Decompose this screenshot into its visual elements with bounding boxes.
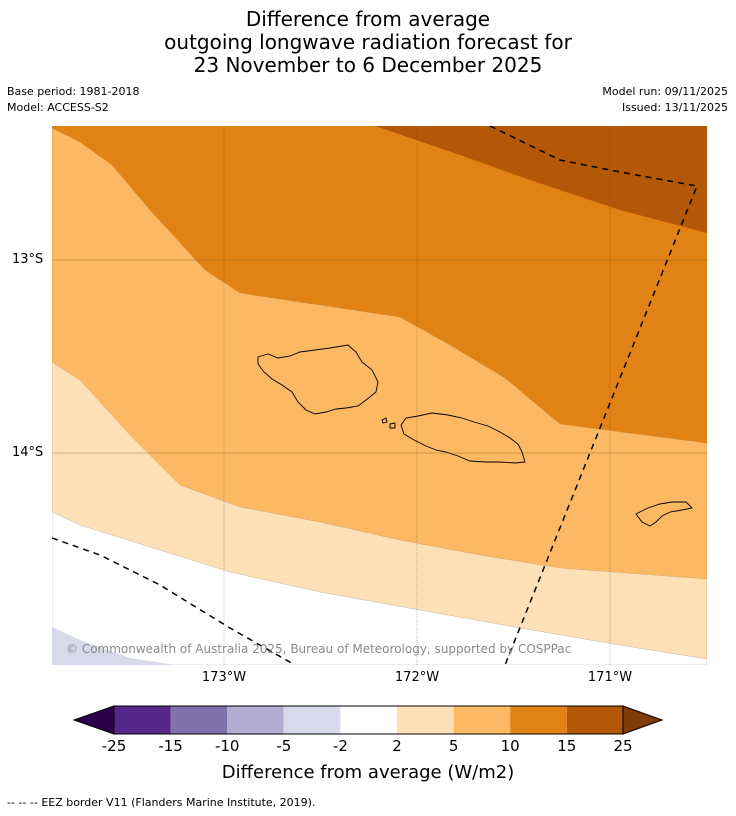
chart-title: Difference from average outgoing longwav… bbox=[0, 8, 736, 77]
region-anom-15-25 bbox=[375, 126, 707, 233]
title-line-2: outgoing longwave radiation forecast for bbox=[164, 30, 572, 54]
title-line-3: 23 November to 6 December 2025 bbox=[193, 53, 543, 77]
title-line-1: Difference from average bbox=[245, 7, 491, 31]
colorbar-title: Difference from average (W/m2) bbox=[221, 762, 515, 783]
base-period: Base period: 1981-2018 bbox=[7, 85, 140, 98]
colorbar-bin bbox=[114, 706, 171, 734]
graticule bbox=[52, 126, 707, 665]
tutuila-island bbox=[635, 501, 693, 527]
lat-label-14s: 14°S bbox=[12, 445, 44, 460]
colorbar-bin bbox=[397, 706, 454, 734]
colorbar-tick: 15 bbox=[557, 737, 577, 755]
colorbar-bin bbox=[170, 706, 228, 734]
copyright-watermark: © Commonwealth of Australia 2025, Bureau… bbox=[66, 642, 572, 656]
manono-islet bbox=[381, 417, 388, 424]
model-name: Model: ACCESS-S2 bbox=[7, 101, 109, 114]
colorbar-extend-low bbox=[72, 705, 115, 735]
colorbar-tick: -2 bbox=[332, 737, 348, 755]
colorbar-bin bbox=[340, 706, 397, 734]
model-run: Model run: 09/11/2025 bbox=[602, 85, 728, 98]
lon-label-171w: 171°W bbox=[587, 670, 633, 685]
apolima-islet bbox=[389, 422, 396, 429]
colorbar-bin bbox=[510, 706, 567, 734]
coastlines bbox=[257, 344, 693, 527]
eez-border-south bbox=[52, 537, 296, 665]
colorbar-bin bbox=[283, 706, 341, 734]
colorbar-tick: 25 bbox=[613, 737, 633, 755]
upolu-island bbox=[400, 412, 526, 464]
colorbar-tick: 10 bbox=[500, 737, 520, 755]
lon-label-173w: 173°W bbox=[201, 670, 247, 685]
colorbar-bin bbox=[227, 706, 284, 734]
eez-border bbox=[52, 126, 699, 665]
region-anom-neg5-neg2 bbox=[52, 627, 175, 665]
map-panel bbox=[52, 126, 707, 665]
region-anom-neg2-2 bbox=[52, 511, 707, 665]
meta-right: Model run: 09/11/2025 Issued: 13/11/2025 bbox=[602, 84, 728, 116]
eez-border-north bbox=[489, 126, 699, 665]
eez-legend: -- -- -- EEZ border V11 (Flanders Marine… bbox=[7, 796, 315, 809]
eez-legend-symbol: -- -- -- bbox=[7, 796, 38, 809]
colorbar-bin bbox=[453, 706, 511, 734]
colorbar bbox=[72, 705, 664, 735]
lat-label-13s: 13°S bbox=[12, 252, 44, 267]
colorbar-tick: -15 bbox=[158, 737, 183, 755]
colorbar-extend-high bbox=[622, 705, 664, 735]
eez-legend-text: EEZ border V11 (Flanders Marine Institut… bbox=[41, 796, 316, 809]
colorbar-tick: -10 bbox=[214, 737, 240, 755]
colorbar-tick: 5 bbox=[448, 737, 459, 755]
colorbar-outline bbox=[113, 705, 624, 735]
colorbar-tick: -25 bbox=[101, 737, 127, 755]
lon-label-172w: 172°W bbox=[394, 670, 440, 685]
meta-left: Base period: 1981-2018 Model: ACCESS-S2 bbox=[7, 84, 139, 116]
colorbar-bin bbox=[566, 706, 624, 734]
colorbar-tick: 2 bbox=[392, 737, 402, 755]
colorbar-tick: -5 bbox=[276, 737, 292, 755]
savaii-island bbox=[257, 344, 379, 415]
issued-date: Issued: 13/11/2025 bbox=[621, 101, 728, 114]
